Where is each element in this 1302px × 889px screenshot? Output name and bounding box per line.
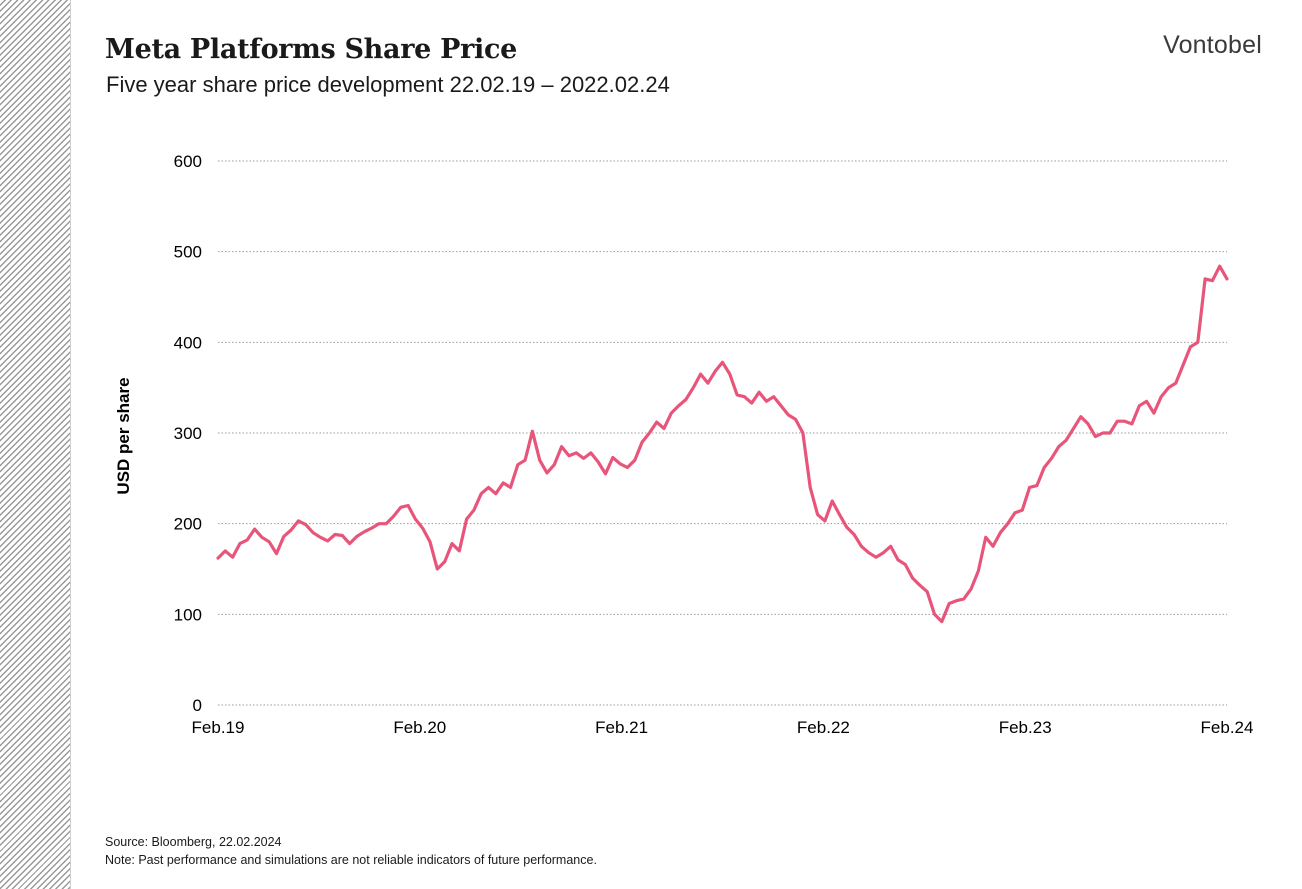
chart-footer: Source: Bloomberg, 22.02.2024 Note: Past…	[105, 833, 597, 869]
disclaimer-note: Note: Past performance and simulations a…	[105, 853, 597, 867]
x-tick-label: Feb.19	[192, 718, 245, 737]
x-tick-label: Feb.20	[393, 718, 446, 737]
chart-title: Meta Platforms Share Price	[105, 34, 518, 65]
x-tick-label: Feb.22	[797, 718, 850, 737]
y-tick-label: 600	[174, 152, 202, 171]
vontobel-logo: Vontobel	[1163, 31, 1262, 59]
y-tick-label: 500	[174, 243, 202, 262]
price-series-line	[216, 264, 1229, 624]
y-tick-label: 0	[193, 696, 202, 715]
x-tick-label: Feb.23	[999, 718, 1052, 737]
y-tick-label: 400	[174, 333, 202, 352]
y-axis-label: USD per share	[114, 377, 133, 494]
y-tick-label: 200	[174, 515, 202, 534]
x-tick-label: Feb.24	[1201, 718, 1254, 737]
chart-subtitle: Five year share price development 22.02.…	[106, 72, 670, 97]
y-tick-label: 100	[174, 605, 202, 624]
decorative-hatch-bar	[0, 0, 71, 889]
source-note: Source: Bloomberg, 22.02.2024	[105, 835, 282, 849]
y-tick-label: 300	[174, 424, 202, 443]
x-tick-label: Feb.21	[595, 718, 648, 737]
